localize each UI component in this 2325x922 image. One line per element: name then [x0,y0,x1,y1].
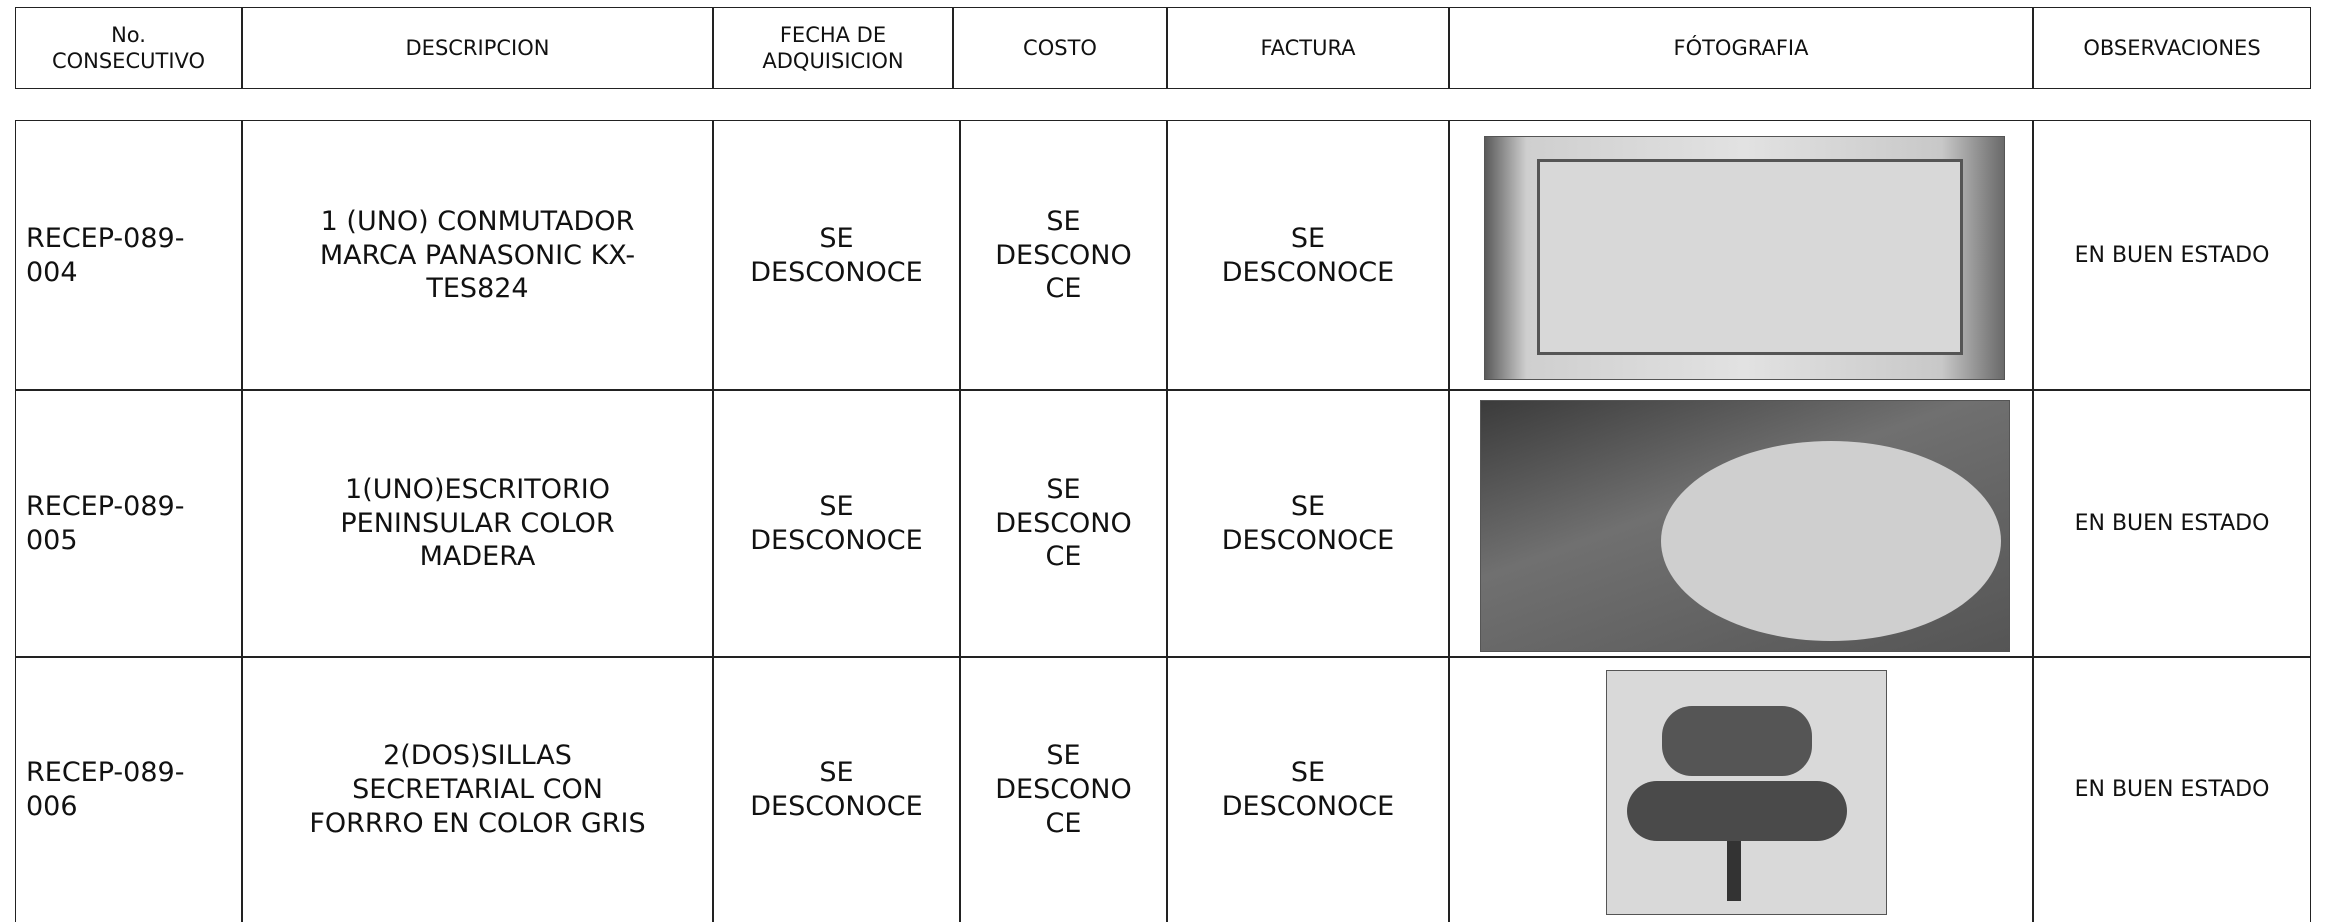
text-line: SE [819,490,854,522]
costo-cell: SE DESCONO CE [960,120,1167,391]
header-cell: FECHA DE ADQUISICION [713,7,953,89]
text-line: OBSERVACIONES [2083,35,2261,60]
factura-cell: SE DESCONOCE [1167,656,1449,922]
text-line: DESCONO [995,239,1132,271]
text-line: CE [1045,807,1082,839]
text-line: SECRETARIAL CON [352,774,603,806]
text-line: PENINSULAR COLOR [340,507,615,539]
text-line: SE [1290,222,1326,254]
text-line: MADERA [419,541,536,573]
photo-switchboard [1484,136,2005,380]
header-cell: No. CONSECUTIVO [15,7,242,89]
header-cell: COSTO [953,7,1167,89]
text-line: 1(UNO)ESCRITORIO [345,473,610,505]
photo-cell [1449,120,2033,391]
text-line: DESCONOCE [1221,524,1395,556]
text-line: DESCRIPCION [405,35,550,60]
text-line: SE [1290,490,1326,522]
header-cell: OBSERVACIONES [2033,7,2311,89]
descripcion-cell: 2(DOS)SILLAS SECRETARIAL CON FORRRO EN COL… [242,656,713,922]
text-line: SE [819,222,854,254]
costo-cell: SE DESCONO CE [960,389,1167,658]
text-line: TES824 [426,273,529,305]
descripcion-cell: 1(UNO)ESCRITORIO PENINSULAR COLOR MADERA [242,389,713,658]
text-line: CE [1045,541,1082,573]
text-line: 005 [26,524,78,556]
photo-cell [1449,656,2033,922]
photo-desk [1480,400,2010,652]
text-line: MARCA PANASONIC KX- [319,239,636,271]
observaciones-cell: EN BUEN ESTADO [2033,120,2311,391]
text-line: CE [1045,273,1082,305]
header-cell: FACTURA [1167,7,1449,89]
text-line: FECHA DE [779,22,887,47]
text-line: EN BUEN ESTADO [2074,777,2270,803]
text-line: 006 [26,791,78,822]
consecutivo-cell: RECEP-089- 005 [15,389,242,658]
text-line: CONSECUTIVO [51,49,206,73]
text-line: ADQUISICION [762,49,904,73]
text-line: DESCONO [995,507,1132,539]
header-cell: DESCRIPCION [242,7,713,89]
text-line: 1 (UNO) CONMUTADOR [320,205,635,237]
consecutivo-cell: RECEP-089- 004 [15,120,242,391]
text-line: RECEP-089- [26,490,185,522]
text-line: 2(DOS)SILLAS [383,740,572,772]
text-line: DESCONOCE [750,791,923,822]
text-line: COSTO [1023,35,1097,60]
fecha-cell: SE DESCONOCE [713,389,960,658]
text-line: RECEP-089- [26,757,185,789]
factura-cell: SE DESCONOCE [1167,120,1449,391]
text-line: FACTURA [1260,35,1356,60]
observaciones-cell: EN BUEN ESTADO [2033,656,2311,922]
text-line: 004 [26,256,78,288]
text-line: FÓTOGRAFIA [1673,35,1809,60]
text-line: DESCONO [995,774,1132,806]
text-line: SE [1046,205,1081,237]
text-line: SE [1046,740,1081,772]
costo-cell: SE DESCONO CE [960,656,1167,922]
text-line: SE [819,757,854,789]
photo-cell [1449,389,2033,658]
fecha-cell: SE DESCONOCE [713,656,960,922]
consecutivo-cell: RECEP-089- 006 [15,656,242,922]
text-line: SE [1046,473,1081,505]
text-line: DESCONOCE [1221,791,1395,822]
photo-chair [1606,670,1887,915]
text-line: DESCONOCE [750,256,923,288]
text-line: DESCONOCE [750,524,923,556]
observaciones-cell: EN BUEN ESTADO [2033,389,2311,658]
text-line: No. [111,22,146,47]
text-line: RECEP-089- [26,222,185,254]
text-line: DESCONOCE [1221,256,1395,288]
text-line: EN BUEN ESTADO [2074,510,2270,536]
text-line: FORRRO EN COLOR GRIS [309,807,646,839]
descripcion-cell: 1 (UNO) CONMUTADOR MARCA PANASONIC KX- TES… [242,120,713,391]
fecha-cell: SE DESCONOCE [713,120,960,391]
header-cell: FÓTOGRAFIA [1449,7,2033,89]
factura-cell: SE DESCONOCE [1167,389,1449,658]
text-line: SE [1290,757,1326,789]
text-line: EN BUEN ESTADO [2074,242,2270,268]
